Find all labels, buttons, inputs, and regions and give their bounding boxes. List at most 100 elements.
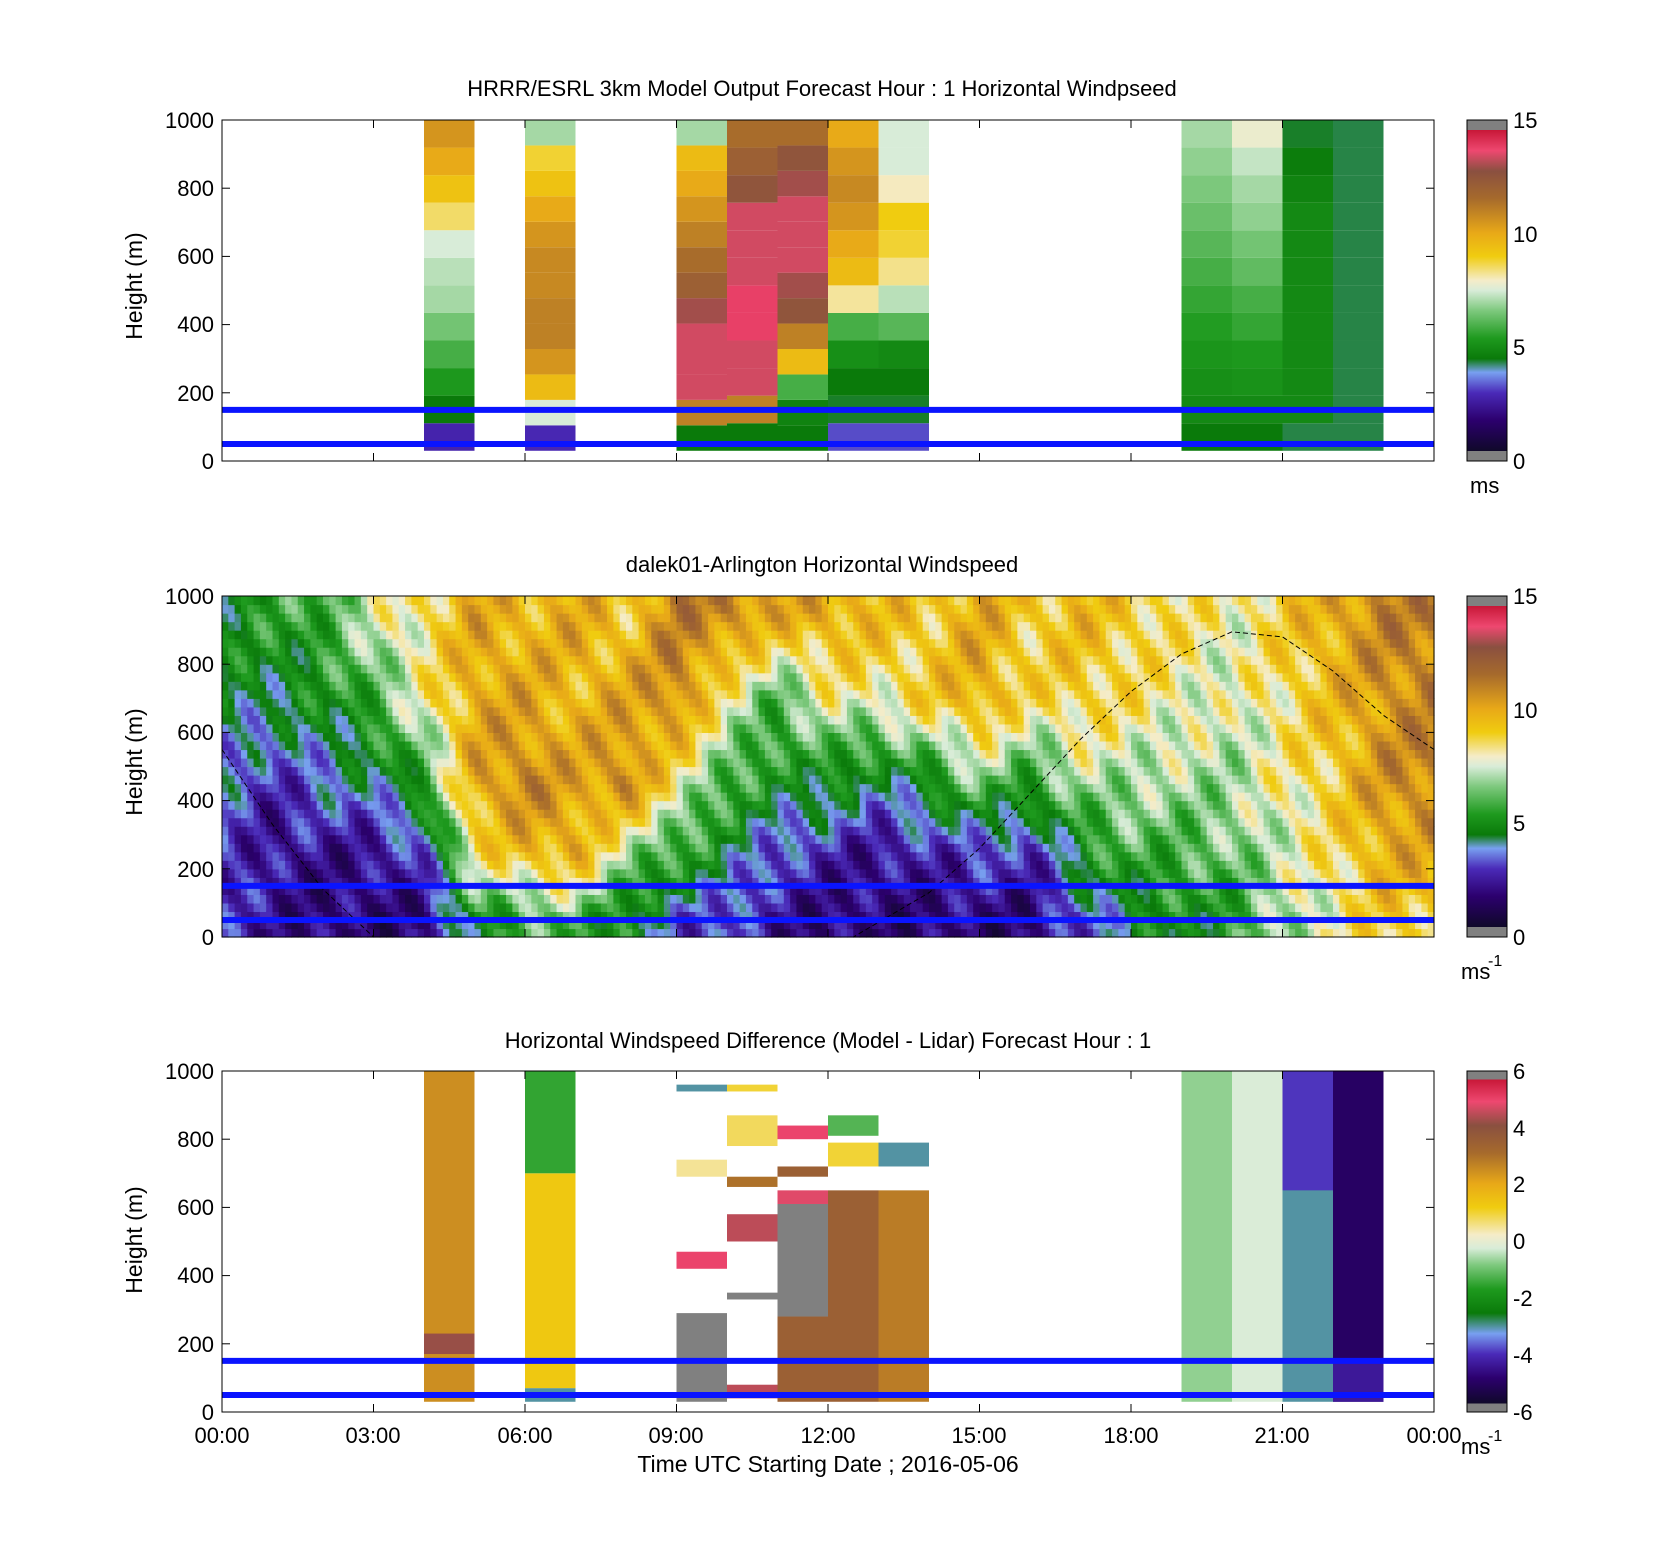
heatmap-cell bbox=[430, 843, 438, 853]
heatmap-cell bbox=[853, 851, 861, 861]
heatmap-cell bbox=[316, 766, 324, 776]
heatmap-cell bbox=[632, 885, 640, 895]
heatmap-cell bbox=[613, 885, 621, 895]
heatmap-cell bbox=[916, 843, 924, 853]
heatmap-cell bbox=[727, 826, 734, 836]
heatmap-cell bbox=[285, 928, 293, 938]
heatmap-cell bbox=[392, 851, 400, 861]
heatmap-cell bbox=[575, 826, 583, 836]
heatmap-cell bbox=[234, 596, 242, 606]
heatmap-cell bbox=[922, 817, 930, 827]
heatmap-cell bbox=[796, 809, 804, 819]
heatmap-cell bbox=[417, 698, 425, 708]
heatmap-cell bbox=[771, 757, 779, 768]
heatmap-cell bbox=[335, 604, 343, 614]
heatmap-cell bbox=[392, 749, 400, 759]
heatmap-cell bbox=[676, 706, 684, 716]
heatmap-cell bbox=[506, 851, 513, 861]
heatmap-cell bbox=[676, 323, 727, 349]
heatmap-cell bbox=[411, 817, 419, 827]
heatmap-cell bbox=[341, 766, 349, 776]
heatmap-cell bbox=[733, 809, 741, 819]
heatmap-cell bbox=[727, 630, 734, 640]
heatmap-cell bbox=[790, 809, 798, 819]
heatmap-cell bbox=[575, 740, 583, 751]
heatmap-cell bbox=[695, 621, 703, 631]
heatmap-cell bbox=[796, 860, 804, 870]
heatmap-cell bbox=[613, 783, 621, 793]
heatmap-cell bbox=[1333, 202, 1384, 231]
heatmap-cell bbox=[872, 638, 880, 648]
heatmap-cell bbox=[550, 647, 558, 657]
heatmap-cell bbox=[771, 919, 779, 930]
heatmap-cell bbox=[442, 749, 450, 759]
heatmap-cell bbox=[947, 894, 955, 904]
heatmap-cell bbox=[846, 834, 854, 844]
heatmap-cell bbox=[651, 817, 659, 827]
heatmap-cell bbox=[398, 647, 406, 657]
heatmap-cell bbox=[973, 655, 981, 665]
heatmap-cell bbox=[234, 604, 242, 614]
heatmap-cell bbox=[758, 860, 766, 870]
heatmap-cell bbox=[846, 732, 854, 742]
heatmap-cell bbox=[430, 655, 438, 665]
heatmap-cell bbox=[682, 792, 690, 802]
heatmap-cell bbox=[689, 902, 697, 913]
heatmap-cell bbox=[461, 638, 469, 648]
heatmap-cell bbox=[449, 613, 457, 623]
heatmap-cell bbox=[499, 902, 507, 913]
heatmap-cell bbox=[815, 809, 823, 819]
heatmap-cell bbox=[335, 698, 343, 708]
heatmap-cell bbox=[613, 715, 621, 725]
heatmap-cell bbox=[581, 613, 589, 623]
heatmap-cell bbox=[922, 860, 930, 870]
heatmap-cell bbox=[556, 783, 564, 793]
heatmap-cell bbox=[474, 672, 482, 682]
heatmap-cell bbox=[297, 647, 305, 657]
heatmap-cell bbox=[537, 621, 545, 631]
heatmap-cell bbox=[657, 749, 665, 759]
heatmap-cell bbox=[310, 621, 318, 631]
heatmap-cell bbox=[480, 851, 488, 861]
heatmap-cell bbox=[253, 919, 261, 930]
heatmap-cell bbox=[796, 715, 804, 725]
heatmap-cell bbox=[304, 698, 311, 708]
heatmap-cell bbox=[272, 723, 280, 733]
heatmap-cell bbox=[594, 740, 602, 751]
heatmap-cell bbox=[518, 860, 526, 870]
heatmap-cell bbox=[720, 843, 728, 853]
heatmap-cell bbox=[682, 706, 690, 716]
heatmap-cell bbox=[518, 919, 526, 930]
heatmap-cell bbox=[259, 732, 267, 742]
heatmap-cell bbox=[468, 681, 476, 691]
heatmap-cell bbox=[278, 715, 286, 725]
heatmap-cell bbox=[474, 630, 482, 640]
heatmap-cell bbox=[417, 775, 425, 785]
heatmap-cell bbox=[720, 868, 728, 878]
heatmap-cell bbox=[392, 689, 400, 699]
heatmap-cell bbox=[323, 638, 330, 648]
heatmap-cell bbox=[373, 894, 381, 904]
heatmap-cell bbox=[859, 868, 867, 878]
heatmap-cell bbox=[304, 715, 311, 725]
heatmap-cell bbox=[234, 706, 242, 716]
heatmap-cell bbox=[449, 843, 457, 853]
heatmap-cell bbox=[802, 604, 810, 614]
heatmap-cell bbox=[809, 706, 816, 716]
heatmap-cell bbox=[449, 860, 457, 870]
heatmap-cell bbox=[783, 638, 791, 648]
heatmap-cell bbox=[670, 723, 678, 733]
heatmap-cell bbox=[455, 698, 463, 708]
heatmap-cell bbox=[341, 826, 349, 836]
heatmap-cell bbox=[335, 757, 343, 768]
heatmap-cell bbox=[272, 911, 280, 921]
heatmap-cell bbox=[525, 834, 532, 844]
heatmap-cell bbox=[840, 689, 848, 699]
heatmap-cell bbox=[436, 809, 444, 819]
heatmap-cell bbox=[745, 809, 753, 819]
heatmap-cell bbox=[222, 604, 229, 614]
heatmap-cell bbox=[266, 766, 274, 776]
heatmap-cell bbox=[493, 698, 501, 708]
heatmap-cell bbox=[550, 757, 558, 768]
heatmap-cell bbox=[588, 800, 596, 810]
